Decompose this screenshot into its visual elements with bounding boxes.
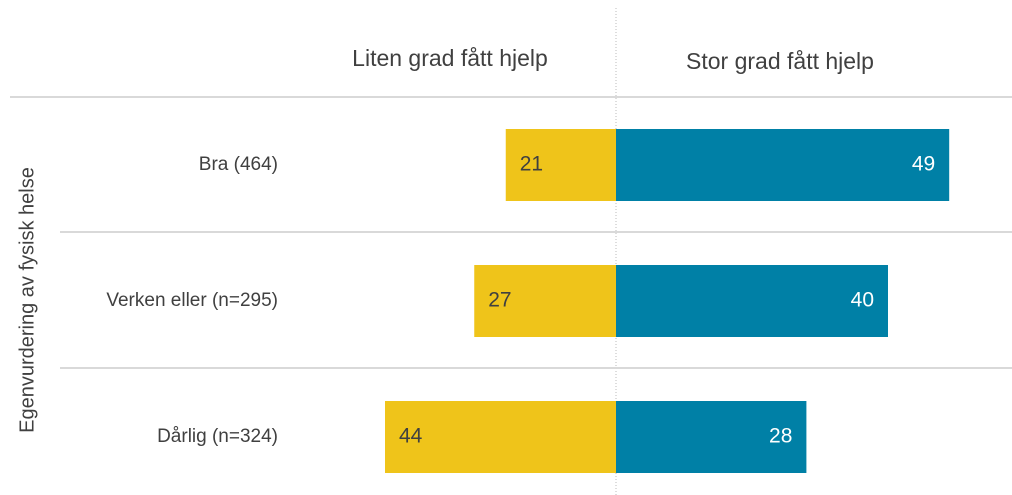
bar <box>616 265 888 337</box>
bar <box>616 129 950 201</box>
y-axis-label: Egenvurdering av fysisk helse <box>16 167 38 433</box>
category-label: Dårlig (n=324) <box>157 426 278 447</box>
value-label: 28 <box>769 425 792 448</box>
bar <box>385 401 616 473</box>
bar <box>474 265 616 337</box>
legend-right: Stor grad fått hjelp <box>686 48 874 74</box>
legend-left: Liten grad fått hjelp <box>352 45 548 71</box>
category-label: Bra (464) <box>199 154 278 175</box>
value-label: 44 <box>399 425 423 448</box>
bar <box>616 401 807 473</box>
value-label: 27 <box>488 289 511 312</box>
value-label: 21 <box>520 153 543 176</box>
value-label: 40 <box>851 289 874 312</box>
bar <box>505 129 616 201</box>
value-label: 49 <box>912 153 935 176</box>
category-label: Verken eller (n=295) <box>106 290 278 311</box>
